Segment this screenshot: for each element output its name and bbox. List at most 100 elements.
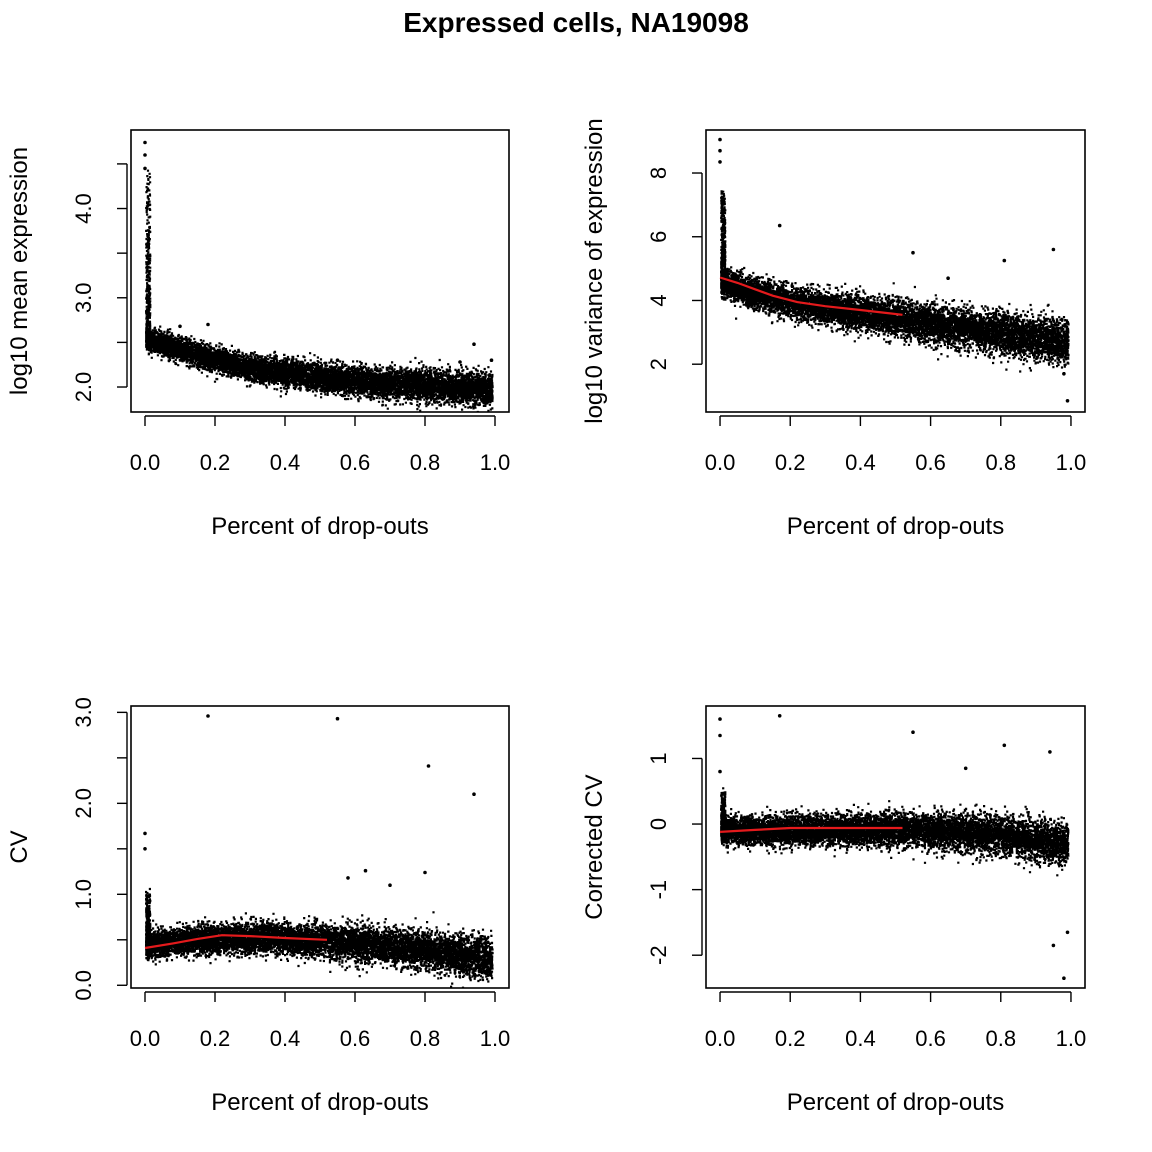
outlier-point [1062,372,1066,376]
outlier-point [143,140,147,145]
point-cloud [145,887,494,988]
y-tick-label: 1.0 [71,879,96,910]
fit-line [719,826,903,833]
plot-frame [130,129,510,413]
outlier-point [718,717,722,721]
panel-3: 0.0 0.2 0.4 0.6 0.8 1.0 0.0 1.0 2.0 3.0 Percent of… [6,697,510,1116]
x-tick-label: 0.2 [200,450,231,475]
outlier-point [472,792,476,796]
panel-2: 0.0 0.2 0.4 0.6 0.8 1.0 2 4 6 8 Percent of drop-ou… [581,118,1086,540]
outlier-point [718,160,722,164]
outlier-point [143,166,147,171]
outlier-point [1051,943,1056,948]
y-axis-label: Corrected CV [581,774,608,919]
x-tick-label: 0.6 [915,1026,946,1051]
x-tick-label: 0.8 [985,450,1016,475]
y-tick-label: 1 [646,752,671,764]
outlier-point [388,883,392,887]
y-tick-label: 3.0 [71,697,96,728]
y-axis-label: log10 variance of expression [581,118,608,424]
outlier-point [911,250,915,255]
y-tick-label: 0.0 [71,970,96,1001]
x-axis-label: Percent of drop-outs [787,1089,1004,1116]
y-tick-label: -1 [646,880,671,900]
x-tick-label: 0.6 [915,450,946,475]
x-axis-label: Percent of drop-outs [787,513,1004,540]
x-tick-label: 1.0 [480,450,511,475]
x-tick-label: 0.6 [340,1026,371,1051]
outlier-point [718,733,722,738]
panel-4: 0.0 0.2 0.4 0.6 0.8 1.0 -2 -1 0 1 Percent of drop-… [581,705,1087,1116]
point-cloud [145,169,494,412]
y-tick-label: 4.0 [71,193,96,224]
outlier-point [777,223,782,228]
x-tick-label: 0.4 [845,450,876,475]
x-tick-label: 0.8 [410,450,441,475]
outlier-point [346,876,350,880]
outlier-point [1002,258,1007,263]
point-cloud [720,190,1070,375]
y-tick-label: 6 [646,231,671,243]
outlier-point [946,276,950,281]
outlier-point [1065,399,1070,403]
outlier-point [1048,750,1052,754]
outlier-point [1062,976,1066,980]
fit-line [719,276,903,316]
x-tick-label: 0.8 [410,1026,441,1051]
x-tick-label: 0.0 [130,1026,161,1051]
outlier-point [472,342,476,347]
x-tick-label: 0.0 [130,450,161,475]
point-cloud [720,787,1070,877]
outlier-point [1065,930,1070,935]
y-tick-label: 8 [646,167,671,179]
y-tick-label: 2.0 [71,372,96,403]
x-axis-label: Percent of drop-outs [211,1089,428,1116]
y-axis-label: log10 mean expression [6,147,33,395]
outlier-point [335,358,340,363]
outlier-point [206,322,210,327]
x-tick-label: 0.0 [705,450,736,475]
x-tick-label: 1.0 [1056,1026,1087,1051]
x-tick-label: 0.0 [705,1026,736,1051]
x-tick-label: 0.2 [775,450,806,475]
outlier-point [718,148,722,153]
outlier-point [911,730,915,734]
outlier-point [423,870,427,875]
x-tick-label: 0.4 [270,1026,301,1051]
x-tick-label: 0.4 [845,1026,876,1051]
outlier-point [206,714,210,718]
outlier-point [458,360,462,364]
y-tick-label: 0 [646,818,671,830]
outlier-point [335,716,340,721]
outlier-point [143,831,147,836]
fit-line [144,934,328,950]
panels: 0.0 0.2 0.4 0.6 0.8 1.0 2.0 3.0 4.0 Percent of dr… [6,118,1086,1116]
outlier-point [489,358,494,363]
figure-title: Expressed cells, NA19098 [403,7,749,38]
x-tick-label: 1.0 [1056,450,1087,475]
plot-frame [705,129,1086,413]
x-axis-label: Percent of drop-outs [211,513,428,540]
outlier-point [1002,743,1007,748]
x-tick-label: 0.8 [985,1026,1016,1051]
plot-frame [705,705,1086,989]
outlier-point [718,137,722,142]
outlier-point [963,766,968,771]
y-tick-label: 2.0 [71,788,96,819]
outlier-point [1051,247,1056,252]
outlier-point [143,847,147,851]
x-tick-label: 0.2 [775,1026,806,1051]
x-tick-label: 0.4 [270,450,301,475]
y-tick-label: -2 [646,945,671,965]
outlier-point [143,153,147,157]
outlier-point [718,769,722,774]
outlier-point [363,868,368,873]
outlier-point [777,714,782,718]
y-tick-label: 2 [646,358,671,370]
x-tick-label: 1.0 [480,1026,511,1051]
x-tick-label: 0.6 [340,450,371,475]
y-tick-label: 4 [646,294,671,306]
y-tick-label: 3.0 [71,282,96,313]
plot-frame [130,705,510,989]
